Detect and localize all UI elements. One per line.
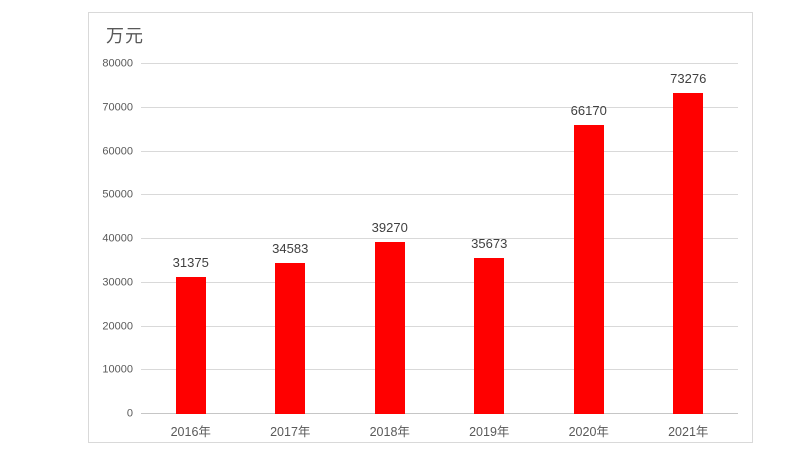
x-tick-label: 2018年 [369, 425, 410, 439]
y-tick-label: 0 [126, 407, 133, 420]
x-tick-label: 2020年 [568, 425, 609, 439]
y-tick-label: 40000 [102, 232, 133, 245]
gridline [141, 238, 738, 239]
gridline [141, 281, 738, 283]
gridline [141, 63, 738, 64]
bar-value-label: 39270 [371, 220, 408, 236]
chart-title: 万元 [106, 26, 144, 46]
y-tick-label: 30000 [102, 276, 133, 289]
x-tick-label: 2016年 [170, 425, 211, 439]
bar-value-label: 34583 [272, 240, 309, 256]
x-axis: 2016年 2017年 2018年 2019年 2020年 2021年 [141, 421, 738, 440]
x-axis-line [141, 413, 738, 414]
bar-value-label: 66170 [570, 102, 607, 118]
bar-slot: 73276 [639, 64, 739, 414]
gridline [141, 369, 738, 371]
bar-value-label: 31375 [172, 254, 209, 270]
x-tick-label: 2021年 [668, 425, 709, 439]
bar-value-label: 73276 [670, 71, 707, 87]
bar [474, 257, 505, 414]
y-tick-label: 10000 [102, 363, 133, 376]
bar-slot: 31375 [141, 64, 241, 414]
chart-frame: 万元 31375 34583 39270 35673 66170 73276 0 10000… [88, 12, 753, 443]
x-tick-label: 2017年 [270, 425, 311, 439]
gridline [141, 150, 738, 152]
x-tick-label: 2019年 [469, 425, 510, 439]
y-tick-label: 70000 [102, 101, 133, 114]
y-axis: 0 10000 20000 30000 40000 50000 60000 70000 8000… [89, 58, 133, 419]
bar-value-label: 35673 [471, 235, 508, 251]
gridline [141, 106, 738, 108]
bar [573, 124, 604, 414]
plot-area: 31375 34583 39270 35673 66170 73276 [141, 63, 738, 414]
y-tick-label: 20000 [102, 320, 133, 332]
gridline [141, 325, 738, 327]
bar [175, 276, 206, 414]
bar-slot: 34583 [241, 64, 341, 414]
gridline [141, 194, 738, 196]
bar-series: 31375 34583 39270 35673 66170 73276 [141, 64, 738, 414]
bar-slot: 39270 [340, 64, 440, 414]
bar [374, 242, 405, 414]
bar [673, 93, 704, 414]
bar [275, 262, 306, 414]
y-tick-label: 50000 [102, 188, 133, 201]
bar-slot: 35673 [440, 64, 540, 414]
y-tick-label: 60000 [102, 145, 133, 157]
y-tick-label: 80000 [102, 57, 133, 70]
bar-slot: 66170 [539, 64, 639, 414]
